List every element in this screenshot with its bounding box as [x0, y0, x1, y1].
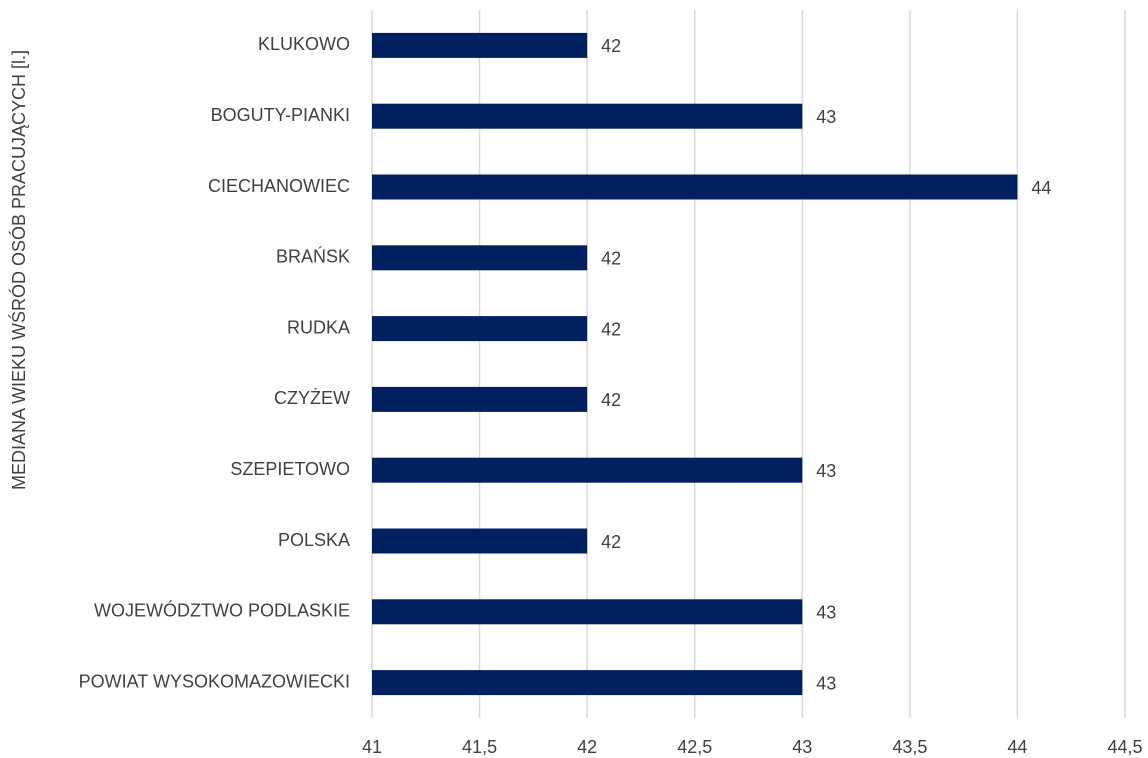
data-label: 44 — [1031, 178, 1051, 198]
y-tick-label: POLSKA — [278, 530, 350, 550]
y-tick-label: BRAŃSK — [276, 247, 350, 267]
data-label: 42 — [601, 249, 621, 269]
bar — [372, 670, 803, 696]
bar — [372, 457, 803, 483]
data-label: 42 — [601, 36, 621, 56]
x-tick-label: 42 — [577, 737, 597, 757]
bar — [372, 174, 1018, 200]
y-tick-label: SZEPIETOWO — [230, 459, 350, 479]
x-tick-label: 43 — [792, 737, 812, 757]
data-label: 43 — [816, 603, 836, 623]
y-axis-label: MEDIANA WIEKU WŚRÓD OSÓB PRACUJĄCYCH [l.… — [8, 50, 29, 490]
data-label: 43 — [816, 461, 836, 481]
y-tick-label: CZYŻEW — [274, 388, 350, 408]
bar — [372, 599, 803, 625]
y-tick-label: KLUKOWO — [258, 34, 350, 54]
x-tick-label: 44,5 — [1107, 737, 1142, 757]
bar — [372, 386, 588, 412]
y-tick-label: RUDKA — [287, 317, 350, 337]
data-label: 43 — [816, 107, 836, 127]
x-tick-label: 42,5 — [677, 737, 712, 757]
data-label: 43 — [816, 673, 836, 693]
bar — [372, 245, 588, 271]
y-tick-label: BOGUTY-PIANKI — [211, 105, 350, 125]
data-label: 42 — [601, 390, 621, 410]
x-tick-label: 41,5 — [462, 737, 497, 757]
data-label: 42 — [601, 319, 621, 339]
bar — [372, 103, 803, 129]
y-tick-label: CIECHANOWIEC — [208, 176, 350, 196]
y-tick-label: WOJEWÓDZTWO PODLASKIE — [94, 600, 350, 621]
y-tick-label: POWIAT WYSOKOMAZOWIECKI — [79, 671, 350, 691]
bar — [372, 32, 588, 58]
x-tick-label: 43,5 — [892, 737, 927, 757]
bar — [372, 316, 588, 342]
data-label: 42 — [601, 532, 621, 552]
x-tick-label: 44 — [1007, 737, 1027, 757]
x-tick-label: 41 — [362, 737, 382, 757]
bar — [372, 528, 588, 554]
